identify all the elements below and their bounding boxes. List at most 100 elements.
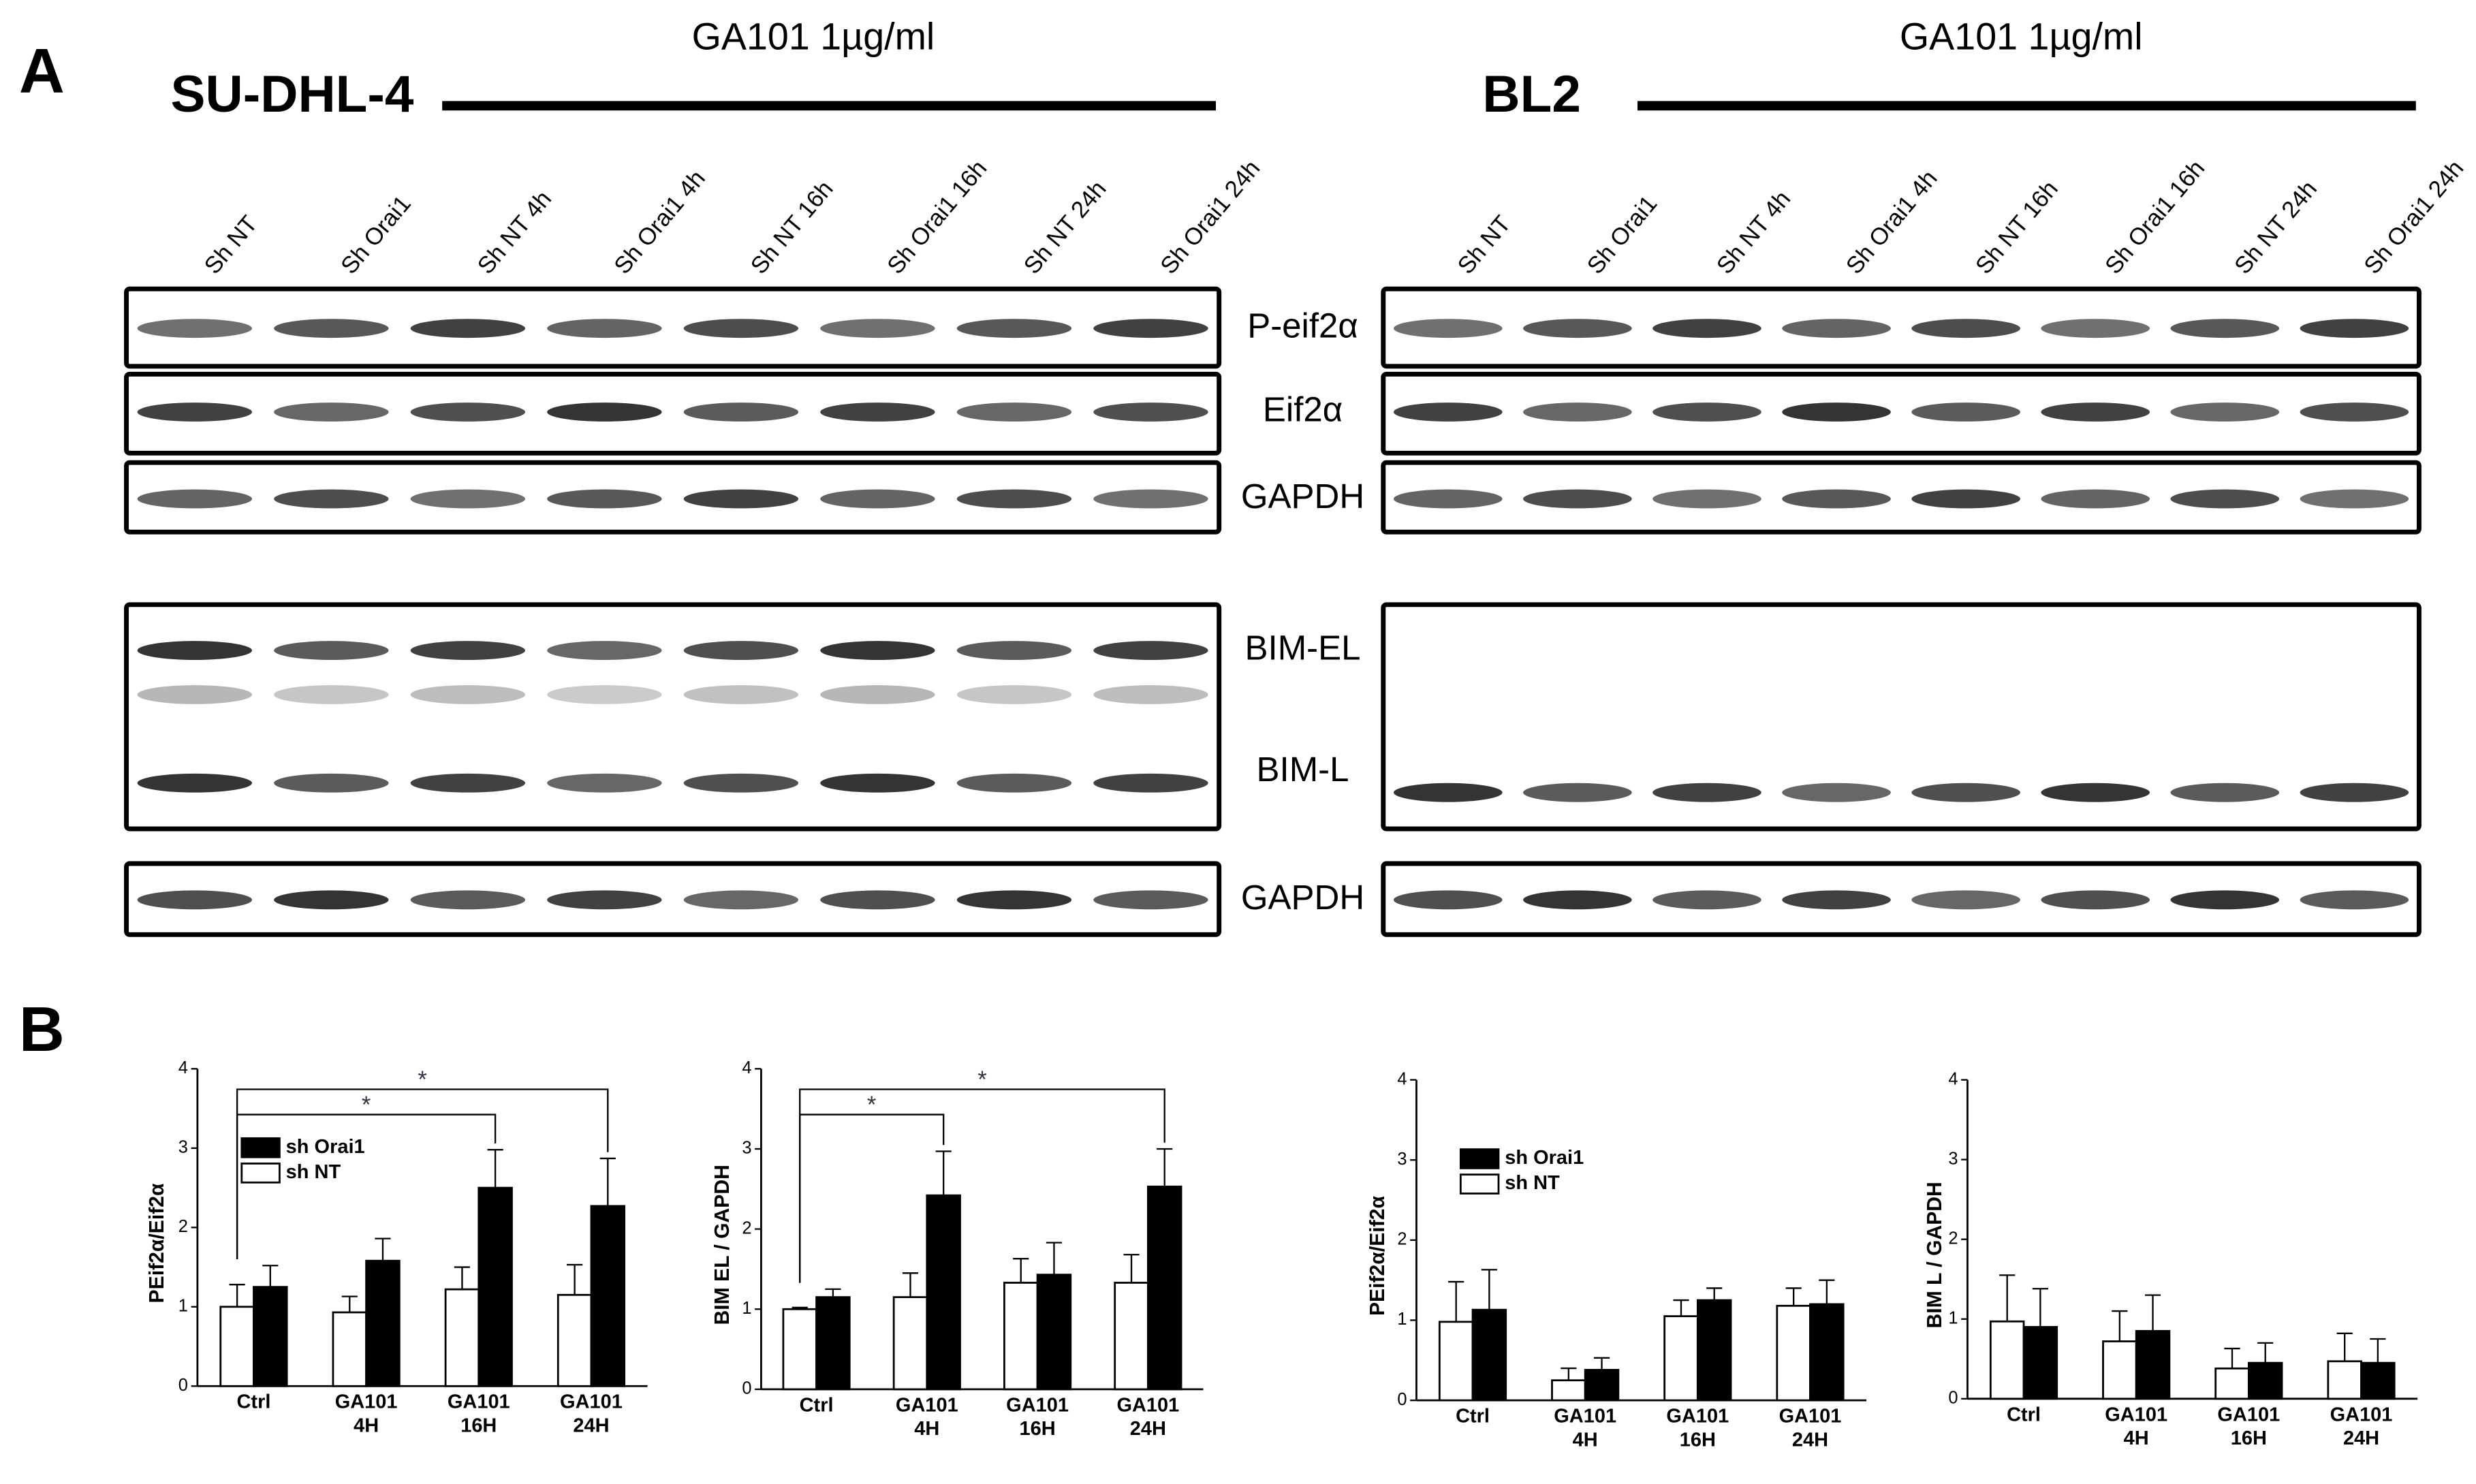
- legend-label: sh NT: [286, 1161, 341, 1183]
- band: [1652, 489, 1761, 509]
- band: [1911, 489, 2020, 509]
- y-tick-label: 0: [1397, 1390, 1407, 1409]
- band: [547, 402, 662, 422]
- x-tick-label: GA101 16H: [2217, 1403, 2281, 1450]
- band: [1093, 773, 1208, 793]
- y-tick-label: 3: [1948, 1149, 1958, 1168]
- bar: [2327, 1360, 2362, 1400]
- x-tick-label: GA101 4H: [2105, 1404, 2167, 1449]
- protein-label: P-eif2α: [1247, 306, 1358, 345]
- band: [1911, 783, 2020, 802]
- bar: [1471, 1308, 1507, 1402]
- band: [820, 685, 935, 704]
- legend-swatch: [1459, 1173, 1500, 1195]
- band: [1523, 319, 1632, 338]
- y-axis-label: BIM EL / GAPDH: [711, 1165, 734, 1325]
- band: [1093, 402, 1208, 422]
- band: [2041, 783, 2150, 802]
- band: [956, 890, 1072, 910]
- band: [137, 641, 253, 660]
- bar: [1146, 1185, 1182, 1391]
- significance-label: *: [362, 1092, 371, 1118]
- bar: [1989, 1320, 2025, 1400]
- blot-frame: [1381, 602, 2422, 832]
- lane-label: Sh NT: [1453, 211, 1516, 279]
- significance-bracket: [799, 1088, 1165, 1283]
- y-tick-label: 4: [742, 1058, 751, 1077]
- panel-label: A: [19, 35, 65, 106]
- significance-label: *: [977, 1067, 987, 1093]
- bar: [1551, 1379, 1586, 1402]
- x-tick-text: GA101 24H: [2330, 1403, 2393, 1450]
- x-tick-text: Ctrl: [2007, 1403, 2041, 1426]
- x-tick-text: Ctrl: [236, 1391, 271, 1413]
- band: [956, 489, 1072, 509]
- band: [137, 773, 253, 793]
- lane-label: Sh NT 24h: [2230, 176, 2323, 279]
- x-tick-text: GA101 16H: [447, 1391, 510, 1437]
- x-tick-text: GA101 4H: [334, 1391, 398, 1437]
- lane-label: Sh Orai1 24h: [1156, 155, 1266, 279]
- lane-label: Sh NT 4h: [1712, 186, 1796, 279]
- band: [820, 319, 935, 338]
- band: [1652, 319, 1761, 338]
- band: [683, 489, 799, 509]
- x-tick-label: GA101 4H: [1554, 1405, 1617, 1451]
- bar: [1003, 1282, 1039, 1391]
- band: [683, 773, 799, 793]
- y-tick-label: 0: [178, 1376, 188, 1395]
- band: [1782, 489, 1891, 509]
- protein-label: GAPDH: [1241, 878, 1364, 917]
- x-tick-label: Ctrl: [236, 1391, 271, 1413]
- band: [2041, 890, 2150, 910]
- band: [547, 773, 662, 793]
- bar: [477, 1186, 513, 1387]
- band: [2170, 489, 2280, 509]
- band: [956, 685, 1072, 704]
- lane-label: Sh Orai1 4h: [610, 165, 710, 279]
- cell-line-label: SU-DHL-4: [171, 65, 414, 123]
- band: [2041, 402, 2150, 422]
- band: [1393, 319, 1503, 338]
- lane-label: Sh NT 16h: [1971, 176, 2063, 279]
- band: [683, 402, 799, 422]
- band: [956, 319, 1072, 338]
- band: [1523, 783, 1632, 802]
- x-tick-text: GA101 4H: [895, 1393, 958, 1440]
- x-tick-text: GA101 16H: [2217, 1403, 2281, 1450]
- band: [1782, 319, 1891, 338]
- x-tick-text: GA101 16H: [1006, 1393, 1069, 1440]
- band: [683, 685, 799, 704]
- bar: [332, 1311, 368, 1387]
- x-tick-text: Ctrl: [799, 1393, 834, 1417]
- bar: [1696, 1299, 1732, 1402]
- x-tick-label: GA101 16H: [447, 1391, 510, 1437]
- bar: [815, 1296, 851, 1391]
- bar: [1114, 1282, 1149, 1391]
- band: [547, 685, 662, 704]
- y-tick-label: 2: [742, 1218, 751, 1237]
- band: [820, 773, 935, 793]
- band: [2041, 489, 2150, 509]
- band: [410, 890, 526, 910]
- blot-frame: [124, 861, 1222, 937]
- x-tick-text: GA101 4H: [1554, 1405, 1617, 1451]
- band: [1093, 685, 1208, 704]
- band: [2300, 402, 2409, 422]
- lane-label: Sh NT 16h: [746, 176, 839, 279]
- bar: [1036, 1274, 1072, 1391]
- lane-label: Sh NT: [200, 211, 262, 279]
- band: [137, 319, 253, 338]
- band: [2300, 319, 2409, 338]
- bar: [2135, 1329, 2171, 1400]
- band: [1652, 402, 1761, 422]
- band: [137, 890, 253, 910]
- lane-label: Sh Orai1 16h: [883, 155, 992, 279]
- y-tick-label: 0: [742, 1379, 751, 1398]
- band: [410, 402, 526, 422]
- bar: [1809, 1303, 1845, 1402]
- protein-label: GAPDH: [1241, 477, 1364, 516]
- x-tick-text: GA101 24H: [1778, 1405, 1842, 1451]
- bar: [2022, 1326, 2058, 1400]
- band: [1911, 890, 2020, 910]
